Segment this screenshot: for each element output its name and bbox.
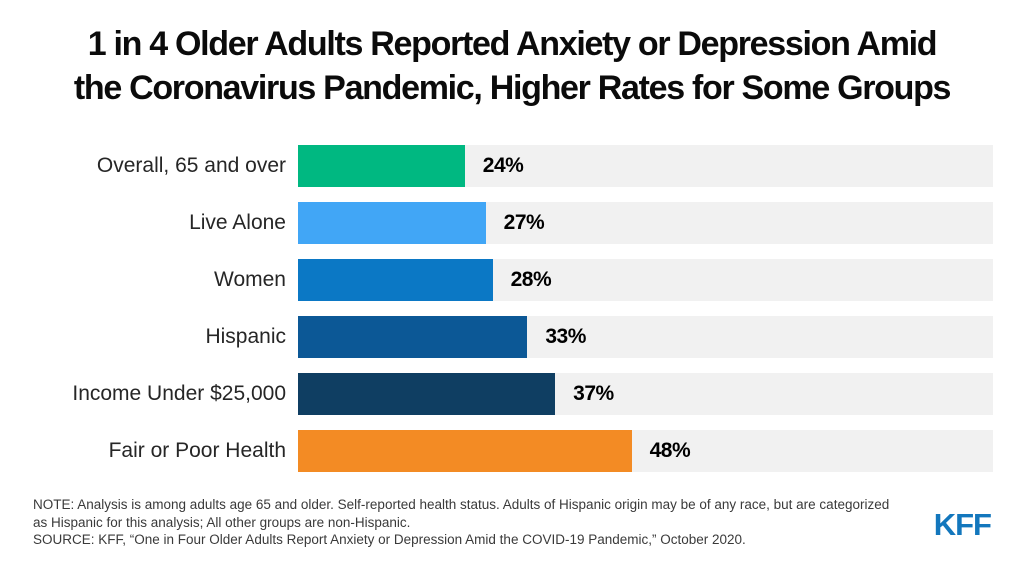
source-text: SOURCE: KFF, “One in Four Older Adults R… [33, 532, 746, 547]
bar [298, 202, 486, 244]
category-label: Live Alone [189, 211, 286, 234]
bar [298, 430, 632, 472]
chart-title: 1 in 4 Older Adults Reported Anxiety or … [0, 22, 1024, 110]
chart-title-line2: the Coronavirus Pandemic, Higher Rates f… [73, 69, 952, 107]
table-row: Fair or Poor Health 48% [33, 430, 993, 472]
value-label: 37% [573, 382, 614, 405]
note-text-line1: NOTE: Analysis is among adults age 65 an… [33, 497, 890, 512]
value-label: 28% [510, 268, 552, 291]
bar-chart: Overall, 65 and over 24% Live Alone 27% … [33, 145, 993, 487]
bar-track: 24% [298, 145, 993, 187]
value-label: 27% [503, 211, 545, 234]
chart-footnote: NOTE: Analysis is among adults age 65 an… [33, 496, 913, 549]
bar-track: 27% [298, 202, 993, 244]
bar-track: 28% [298, 259, 993, 301]
table-row: Overall, 65 and over 24% [33, 145, 993, 187]
value-label: 24% [482, 154, 524, 177]
bar [298, 373, 556, 415]
chart-title-line1: 1 in 4 Older Adults Reported Anxiety or … [87, 25, 938, 63]
bar-track: 37% [298, 373, 993, 415]
category-label: Women [214, 268, 286, 291]
table-row: Income Under $25,000 37% [33, 373, 993, 415]
category-label: Income Under $25,000 [72, 382, 286, 405]
table-row: Hispanic 33% [33, 316, 993, 358]
value-label: 33% [545, 325, 586, 348]
bar-track: 33% [298, 316, 993, 358]
category-label: Overall, 65 and over [96, 154, 286, 177]
value-label: 48% [649, 439, 691, 462]
category-label: Fair or Poor Health [108, 439, 286, 462]
table-row: Live Alone 27% [33, 202, 993, 244]
table-row: Women 28% [33, 259, 993, 301]
bar [298, 145, 465, 187]
bar [298, 316, 528, 358]
category-label: Hispanic [205, 325, 286, 348]
bar-track: 48% [298, 430, 993, 472]
note-text-line2: as Hispanic for this analysis; All other… [33, 514, 411, 530]
bar [298, 259, 493, 301]
kff-logo: KFF [933, 507, 992, 542]
